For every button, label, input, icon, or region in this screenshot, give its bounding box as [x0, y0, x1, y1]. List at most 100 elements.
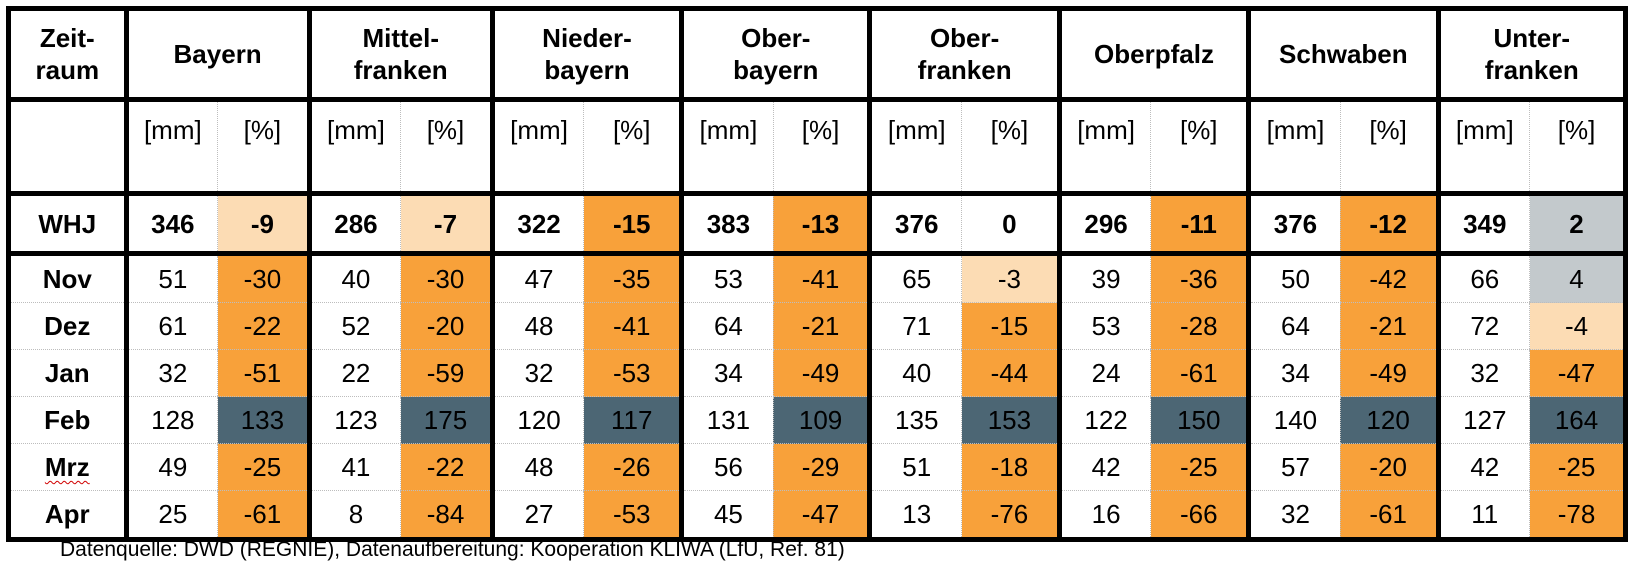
value-mm: 48 — [489, 302, 584, 350]
value-pct: -15 — [583, 193, 682, 256]
value-mm: 61 — [123, 302, 218, 350]
table-row: Nov 51 -30 40 -30 47 -35 53 -41 65 -3 39 -36 50 -42 66 4 — [8, 253, 1626, 303]
region-header: Schwaben — [1246, 8, 1439, 102]
region-header: Nieder-bayern — [489, 8, 682, 102]
value-pct: -61 — [1150, 349, 1249, 397]
value-pct: -26 — [583, 443, 682, 491]
row-label-text: Mrz — [44, 452, 90, 482]
value-mm: 41 — [306, 443, 401, 491]
region-name: franken — [353, 55, 448, 85]
value-mm: 25 — [123, 490, 218, 540]
region-name: Ober- — [741, 23, 811, 53]
value-mm: 376 — [1246, 193, 1341, 256]
region-name: Nieder- — [542, 23, 632, 53]
value-mm: 128 — [123, 396, 218, 444]
value-pct: -18 — [961, 443, 1060, 491]
row-label: Apr — [9, 491, 127, 540]
value-mm: 120 — [489, 396, 584, 444]
value-pct: -41 — [772, 253, 870, 303]
value-mm: 40 — [306, 253, 401, 303]
region-name: bayern — [544, 55, 630, 85]
value-pct: 150 — [1150, 396, 1249, 444]
table-body: Zeit-raum Bayern Mittel-franken Nieder-baye… — [8, 8, 1626, 540]
value-mm: 286 — [306, 193, 401, 256]
value-pct: 0 — [961, 193, 1060, 256]
value-mm: 51 — [867, 443, 962, 491]
value-mm: 53 — [679, 253, 774, 303]
unit-pct: [%] — [583, 99, 682, 196]
value-pct: 164 — [1529, 396, 1626, 444]
region-header: Mittel-franken — [306, 8, 493, 102]
precipitation-table: Zeit-raum Bayern Mittel-franken Nieder-baye… — [6, 6, 1628, 542]
value-mm: 49 — [123, 443, 218, 491]
table-row: Feb 128 133 123 175 120 117 131 109 135 153 122 150 1… — [8, 396, 1626, 444]
value-pct: 120 — [1339, 396, 1439, 444]
value-mm: 56 — [679, 443, 774, 491]
table-row: Mrz 49 -25 41 -22 48 -26 56 -29 51 -18 42 -25 57 -20 42… — [8, 443, 1626, 491]
value-mm: 51 — [123, 253, 218, 303]
value-pct: 133 — [217, 396, 310, 444]
value-mm: 53 — [1056, 302, 1151, 350]
value-mm: 64 — [679, 302, 774, 350]
value-mm: 346 — [123, 193, 218, 256]
value-mm: 42 — [1056, 443, 1151, 491]
row-label: Feb — [8, 396, 127, 444]
value-pct: 175 — [400, 396, 493, 444]
value-pct: -59 — [400, 349, 493, 397]
value-mm: 296 — [1056, 193, 1151, 256]
row-label: Dez — [8, 302, 127, 350]
value-pct: -53 — [583, 349, 682, 397]
value-pct: -30 — [400, 253, 493, 303]
value-mm: 48 — [489, 443, 584, 491]
value-mm: 52 — [306, 302, 401, 350]
zeitraum-header-text: Zeit- — [39, 23, 95, 53]
region-name: franken — [917, 55, 1012, 85]
header-row: Zeit-raum Bayern Mittel-franken Nieder-baye… — [8, 8, 1626, 102]
value-pct: -30 — [217, 253, 310, 303]
row-label: Nov — [8, 253, 127, 303]
region-name: bayern — [733, 55, 819, 85]
value-mm: 47 — [489, 253, 584, 303]
row-label-text: Apr — [44, 499, 90, 529]
table-row: Jan 32 -51 22 -59 32 -53 34 -49 40 -44 24 -61 34 -49 32… — [8, 349, 1626, 397]
value-pct: -20 — [400, 302, 493, 350]
value-mm: 72 — [1435, 302, 1530, 350]
region-name: Mittel- — [362, 23, 439, 53]
region-header: Ober-bayern — [679, 8, 870, 102]
value-pct: -22 — [217, 302, 310, 350]
unit-pct: [%] — [772, 99, 870, 196]
value-mm: 140 — [1246, 396, 1341, 444]
unit-pct: [%] — [1529, 99, 1626, 196]
value-pct: -53 — [583, 490, 682, 540]
value-pct: -22 — [400, 443, 493, 491]
region-name: Bayern — [173, 39, 262, 69]
value-mm: 57 — [1246, 443, 1341, 491]
value-mm: 71 — [867, 302, 962, 350]
value-mm: 131 — [679, 396, 774, 444]
table-row: Dez 61 -22 52 -20 48 -41 64 -21 71 -15 53 -28 64 -21 72… — [8, 302, 1626, 350]
row-label-text: Nov — [42, 264, 92, 294]
table-row: Apr 25 -61 8 -84 27 -53 45 -47 13 -76 16 -66 32 -61 11-… — [9, 490, 1626, 540]
value-pct: -84 — [400, 490, 493, 540]
unit-pct: [%] — [1150, 99, 1249, 196]
value-mm: 13 — [867, 490, 962, 540]
zeitraum-header: Zeit-raum — [8, 8, 127, 102]
value-pct: -25 — [1529, 443, 1626, 491]
row-label-text: Feb — [44, 405, 91, 435]
zeitraum-header-text: raum — [35, 55, 100, 85]
unit-pct: [%] — [400, 99, 493, 196]
value-pct: -42 — [1339, 253, 1439, 303]
value-mm: 383 — [679, 193, 774, 256]
value-pct: -78 — [1529, 490, 1626, 540]
value-mm: 65 — [867, 253, 962, 303]
value-pct: -41 — [583, 302, 682, 350]
value-pct: -47 — [1529, 349, 1626, 397]
value-mm: 122 — [1056, 396, 1151, 444]
row-label-text: WHJ — [38, 208, 97, 239]
whj-row: WHJ 346 -9 286 -7 322 -15 383 -13 376 0 296 -11 376 -1… — [8, 193, 1626, 256]
row-label: WHJ — [8, 193, 127, 256]
value-mm: 64 — [1246, 302, 1341, 350]
value-mm: 22 — [306, 349, 401, 397]
unit-row: [mm] [%] [mm] [%] [mm] [%] [mm] [%] [mm] [%] [mm][… — [8, 99, 1626, 196]
unit-mm: [mm] — [489, 99, 584, 196]
